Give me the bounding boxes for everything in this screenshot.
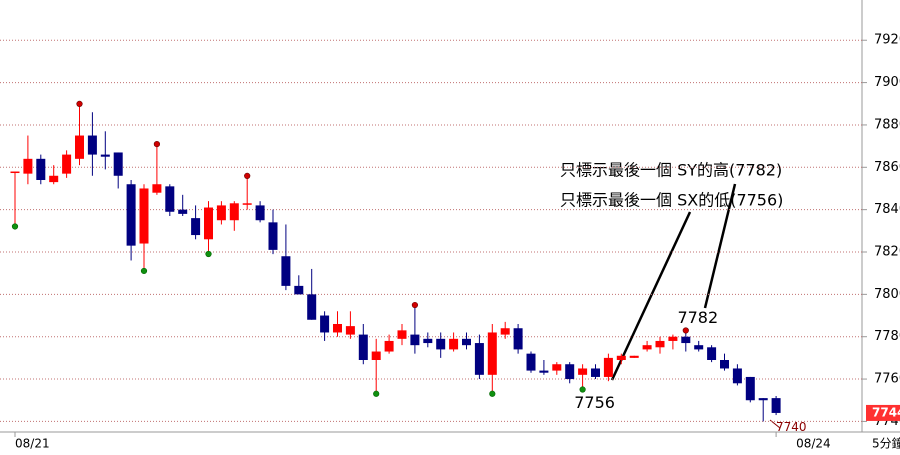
- candle-body: [139, 188, 149, 244]
- candle-body: [113, 152, 123, 176]
- candle-body: [294, 285, 304, 295]
- candle-body: [23, 158, 33, 174]
- candle-body: [87, 135, 97, 155]
- candle-body: [178, 209, 188, 214]
- candle-body: [668, 336, 678, 341]
- value-label: 7740: [776, 420, 807, 434]
- candle-body: [191, 218, 201, 236]
- candle-body: [578, 368, 588, 375]
- price-box: [866, 404, 900, 421]
- candle-body: [100, 154, 110, 157]
- candle-body: [49, 175, 59, 183]
- value-label: 7756: [574, 393, 615, 412]
- candle-body: [371, 351, 381, 360]
- annotation: 只標示最後一個 SY的高(7782): [560, 161, 782, 180]
- low-marker: [11, 223, 19, 230]
- value-label: 7782: [677, 308, 718, 327]
- candle-body: [732, 368, 742, 384]
- candle-body: [629, 355, 639, 358]
- candle-body: [771, 398, 781, 413]
- high-marker: [411, 301, 419, 309]
- high-marker: [244, 172, 251, 179]
- x-tick-label: 08/24: [796, 437, 831, 451]
- candle-body: [707, 347, 717, 360]
- candle-body: [62, 154, 72, 174]
- candle-body: [449, 338, 459, 350]
- candle-body: [591, 368, 600, 377]
- candle-body: [242, 203, 252, 205]
- candle-body: [204, 207, 213, 240]
- candle-body: [462, 338, 471, 346]
- candle-body: [268, 222, 278, 250]
- candle-body: [745, 376, 755, 401]
- candle-body: [565, 364, 575, 380]
- price-label: 7744: [872, 405, 900, 419]
- candle-body: [165, 186, 175, 212]
- y-tick-label: 7840: [874, 202, 900, 217]
- candle-body: [655, 340, 665, 348]
- candle-body: [281, 256, 291, 286]
- candle-body: [10, 171, 20, 174]
- candle-body: [681, 336, 691, 344]
- candle-body: [384, 340, 394, 352]
- x-tick-label: 08/21: [15, 437, 50, 451]
- y-tick-label: 7780: [874, 329, 900, 344]
- candle-body: [642, 345, 652, 350]
- candle-body: [487, 332, 497, 375]
- candle-body: [616, 355, 626, 360]
- candle-body: [526, 353, 536, 371]
- y-tick-label: 7760: [874, 372, 900, 387]
- low-marker: [373, 390, 380, 397]
- candle-body: [410, 334, 420, 346]
- y-tick-label: 7800: [874, 287, 900, 302]
- low-marker: [205, 250, 212, 258]
- high-marker: [76, 100, 83, 107]
- candle-body: [423, 338, 433, 344]
- candle-body: [229, 203, 239, 221]
- timeframe: 5分鐘: [872, 436, 900, 451]
- candle-body: [333, 324, 342, 333]
- candle-body: [126, 184, 136, 246]
- low-marker: [579, 386, 586, 393]
- candle-body: [720, 360, 729, 369]
- high-marker: [153, 141, 160, 148]
- candle-body: [75, 135, 84, 159]
- low-marker: [140, 267, 148, 275]
- candle-body: [36, 158, 46, 180]
- annotation: 只標示最後一個 SX的低(7756): [560, 191, 783, 210]
- candle-body: [539, 370, 549, 373]
- candle-body: [603, 357, 613, 377]
- y-tick-label: 7860: [874, 160, 900, 175]
- annotation-arrow: [610, 211, 692, 381]
- y-tick-label: 7880: [874, 117, 900, 132]
- candle-body: [474, 343, 484, 375]
- candle-body: [552, 364, 562, 371]
- candle-body: [152, 184, 162, 193]
- candle-body: [758, 398, 768, 401]
- candle-body: [694, 345, 704, 350]
- candle-body: [358, 334, 368, 360]
- candle-body: [320, 315, 330, 333]
- candle-body: [500, 328, 510, 335]
- candle-body: [255, 205, 265, 221]
- candle-body: [397, 330, 407, 339]
- low-marker: [489, 390, 496, 397]
- candle-body: [216, 205, 226, 221]
- high-marker: [682, 327, 689, 334]
- candle-body: [513, 328, 523, 350]
- y-tick-label: 7820: [874, 245, 900, 260]
- candle-body: [345, 326, 355, 335]
- candle-body: [307, 294, 317, 320]
- candle-body: [436, 338, 446, 350]
- y-tick-label: 7900: [874, 75, 900, 90]
- annotation-arrow: [703, 183, 737, 309]
